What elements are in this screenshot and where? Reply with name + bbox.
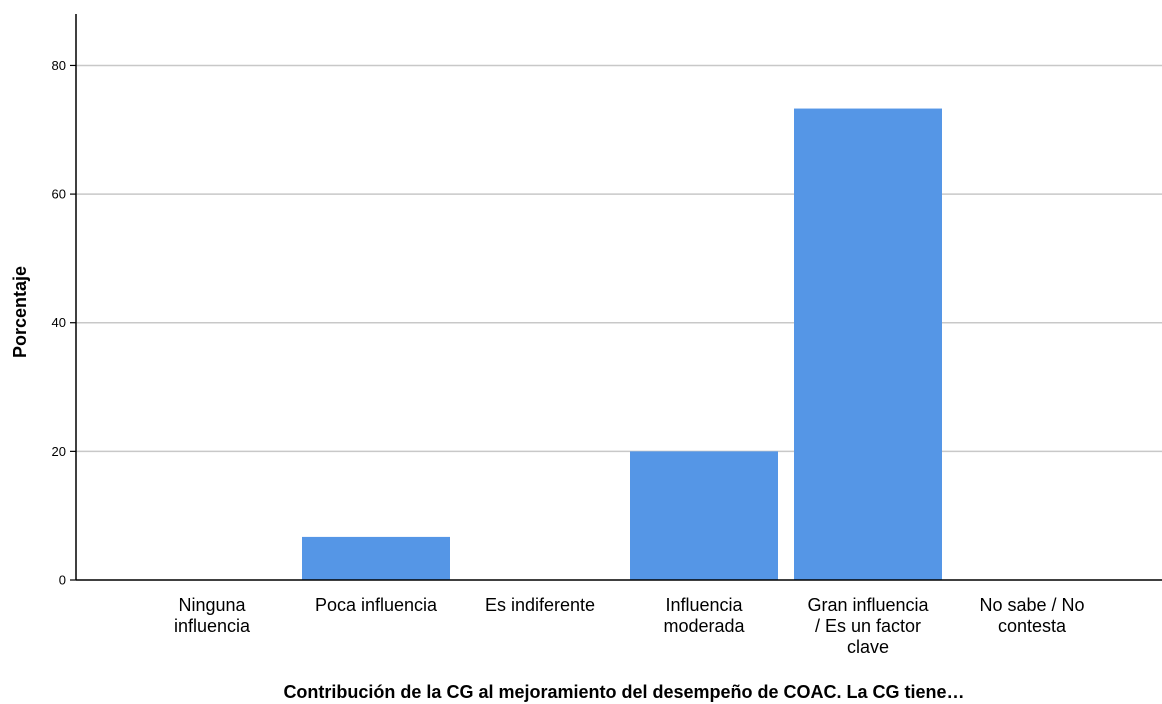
- x-tick-label: No sabe / No contesta: [979, 595, 1084, 636]
- y-axis-title: Porcentaje: [10, 266, 30, 358]
- y-tick-label: 80: [52, 58, 66, 73]
- y-tick-label: 60: [52, 187, 66, 202]
- bar: [630, 451, 778, 580]
- x-tick-labels: Ninguna influencia Poca influencia Es indif…: [174, 595, 1085, 657]
- x-tick-label: Influencia moderada: [663, 595, 745, 636]
- x-tick-label: Ninguna influencia: [174, 595, 251, 636]
- x-tick-label: Gran influencia / Es un factor clave: [807, 595, 929, 657]
- bar: [302, 536, 450, 580]
- bars: [302, 108, 942, 580]
- bar: [794, 108, 942, 580]
- x-axis-title: Contribución de la CG al mejoramiento de…: [283, 682, 964, 702]
- gridlines: [76, 64, 1162, 453]
- y-tick-label: 20: [52, 444, 66, 459]
- y-tick-label: 40: [52, 315, 66, 330]
- y-tick-labels: 0 20 40 60 80: [52, 58, 76, 588]
- axes: [75, 14, 1162, 581]
- y-tick-label: 0: [59, 573, 66, 588]
- x-tick-label: Es indiferente: [485, 595, 595, 615]
- x-tick-label: Poca influencia: [315, 595, 438, 615]
